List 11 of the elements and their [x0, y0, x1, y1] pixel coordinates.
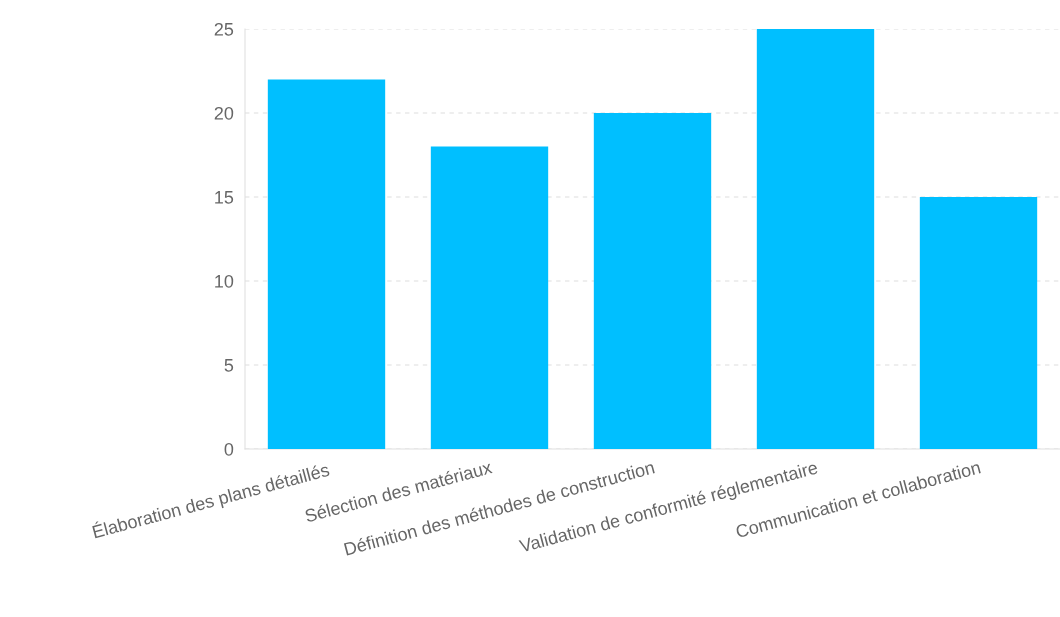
y-tick-label: 5 — [224, 359, 234, 372]
y-tick-label: 25 — [214, 22, 234, 36]
y-tick-label: 15 — [215, 191, 234, 204]
bar — [593, 113, 712, 449]
y-tick-label: 0 — [224, 442, 234, 456]
y-tick-label: 20 — [214, 106, 234, 120]
bar — [430, 146, 549, 449]
bar — [919, 197, 1038, 449]
bar — [756, 29, 875, 449]
y-tick-label: 10 — [215, 274, 234, 288]
bar — [267, 79, 386, 449]
